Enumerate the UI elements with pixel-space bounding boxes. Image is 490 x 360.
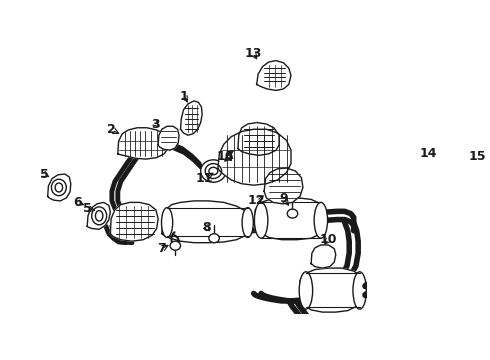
Text: 1: 1 xyxy=(180,90,189,103)
Text: 3: 3 xyxy=(151,117,160,131)
Polygon shape xyxy=(257,60,291,90)
Polygon shape xyxy=(479,163,490,192)
Text: 5: 5 xyxy=(83,202,92,215)
Text: 4: 4 xyxy=(225,151,233,164)
Text: 12: 12 xyxy=(248,194,266,207)
Ellipse shape xyxy=(201,160,226,182)
Polygon shape xyxy=(118,128,168,159)
Ellipse shape xyxy=(51,179,66,196)
Polygon shape xyxy=(180,101,202,135)
Polygon shape xyxy=(255,198,326,240)
Ellipse shape xyxy=(92,207,107,225)
Ellipse shape xyxy=(254,202,268,238)
Text: 7: 7 xyxy=(157,242,166,255)
Text: 9: 9 xyxy=(279,192,288,205)
Ellipse shape xyxy=(299,272,313,309)
Polygon shape xyxy=(162,201,251,243)
Polygon shape xyxy=(311,245,336,268)
Text: 5: 5 xyxy=(40,167,49,180)
Ellipse shape xyxy=(209,234,220,243)
Text: 8: 8 xyxy=(202,221,211,234)
Ellipse shape xyxy=(353,272,367,309)
Ellipse shape xyxy=(314,202,328,238)
Text: 15: 15 xyxy=(469,150,487,163)
Polygon shape xyxy=(264,168,303,204)
Polygon shape xyxy=(218,129,291,185)
Polygon shape xyxy=(110,202,158,241)
Ellipse shape xyxy=(162,208,172,238)
Ellipse shape xyxy=(55,183,63,192)
Ellipse shape xyxy=(242,208,253,238)
Text: 13: 13 xyxy=(244,46,262,60)
Text: 10: 10 xyxy=(319,233,337,246)
Text: 2: 2 xyxy=(107,123,116,136)
Text: 11: 11 xyxy=(196,172,213,185)
Polygon shape xyxy=(87,202,110,229)
Ellipse shape xyxy=(96,211,103,221)
Polygon shape xyxy=(300,268,366,312)
Text: 16: 16 xyxy=(217,150,234,163)
Ellipse shape xyxy=(287,209,298,218)
Polygon shape xyxy=(158,126,179,150)
Ellipse shape xyxy=(170,241,180,250)
Text: 6: 6 xyxy=(73,196,82,209)
Polygon shape xyxy=(238,122,279,156)
Text: 14: 14 xyxy=(419,147,437,160)
Ellipse shape xyxy=(205,163,221,179)
Polygon shape xyxy=(434,161,476,195)
Ellipse shape xyxy=(209,167,218,175)
Polygon shape xyxy=(48,174,71,201)
